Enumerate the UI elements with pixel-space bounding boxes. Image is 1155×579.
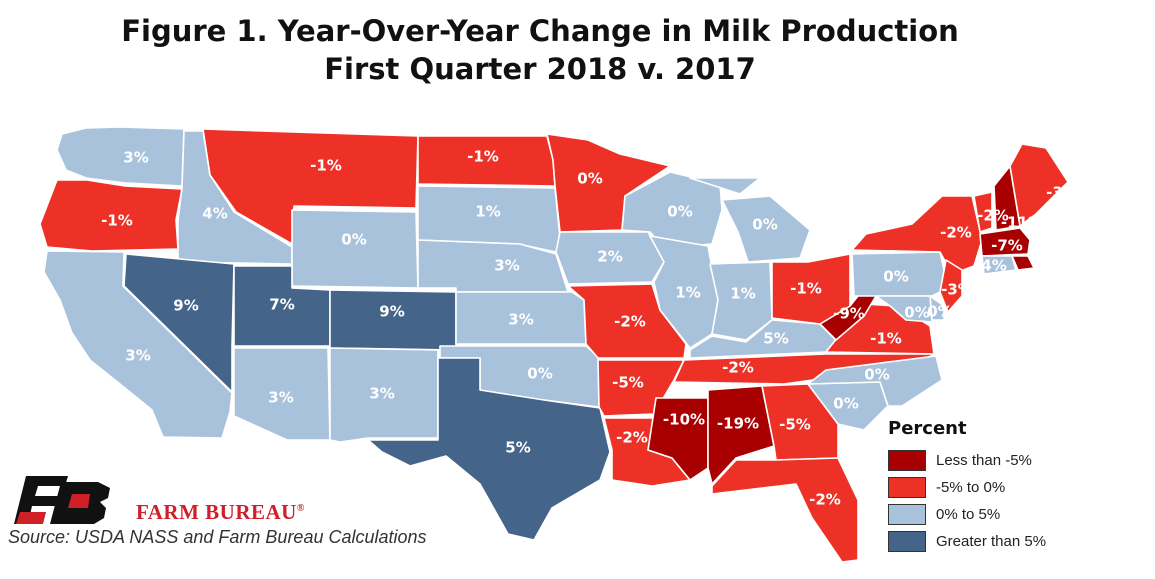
state-label-ar: -5% (612, 374, 644, 392)
state-oh (771, 253, 851, 325)
state-label-wy: 0% (341, 231, 366, 249)
state-wa (56, 126, 185, 187)
state-label-sc: 0% (833, 395, 858, 413)
state-label-nd: -1% (467, 148, 499, 166)
state-label-ga: -5% (779, 416, 811, 434)
state-label-mi: 0% (752, 216, 777, 234)
title-line-1: Figure 1. Year-Over-Year Change in Milk … (121, 14, 959, 48)
state-fl (711, 457, 859, 563)
legend-label: -5% to 0% (936, 479, 1006, 496)
state-label-va: -1% (870, 330, 902, 348)
state-label-pa: 0% (883, 268, 908, 286)
state-label-az: 3% (268, 389, 293, 407)
state-label-ma: -7% (991, 237, 1023, 255)
state-label-id: 4% (202, 205, 227, 223)
state-in (709, 261, 773, 341)
legend: Percent Less than -5% -5% to 0% 0% to 5%… (888, 418, 1128, 555)
state-label-ia: 2% (597, 248, 622, 266)
state-label-wa: 3% (123, 149, 148, 167)
state-label-wv: -9% (833, 305, 865, 323)
brand-text: FARM BUREAU (136, 500, 297, 524)
state-label-oh: -1% (790, 280, 822, 298)
state-label-ca: 3% (125, 347, 150, 365)
state-label-vt: -2% (977, 207, 1009, 225)
legend-label: Less than -5% (936, 452, 1032, 469)
state-label-ms: -10% (663, 411, 705, 429)
state-label-nh: -11% (1001, 214, 1043, 232)
state-ri (1011, 255, 1035, 271)
state-nj (939, 259, 963, 313)
state-label-ne: 3% (494, 257, 519, 275)
map-title: Figure 1. Year-Over-Year Change in Milk … (0, 12, 1080, 88)
legend-item-gt5: Greater than 5% (888, 528, 1128, 555)
state-label-in: 1% (730, 285, 755, 303)
state-label-nc: 0% (864, 366, 889, 384)
state-label-me: -3% (1046, 184, 1078, 202)
state-mi (689, 177, 811, 263)
state-wi (621, 171, 723, 249)
state-label-md: 0% (904, 304, 929, 322)
legend-swatch (888, 504, 926, 525)
state-label-wi: 0% (667, 203, 692, 221)
state-label-fl: -2% (809, 491, 841, 509)
state-label-la: -2% (616, 429, 648, 447)
legend-label: Greater than 5% (936, 533, 1047, 550)
state-label-nv: 9% (173, 297, 198, 315)
brand-name: FARM BUREAU® (136, 500, 305, 525)
title-line-2: First Quarter 2018 v. 2017 (324, 52, 756, 86)
state-ma (979, 227, 1031, 257)
legend-title: Percent (888, 418, 967, 439)
source-note: Source: USDA NASS and Farm Bureau Calcul… (8, 527, 427, 547)
state-az (233, 347, 331, 441)
state-me (1009, 143, 1069, 227)
state-vt (973, 191, 993, 233)
state-nm (329, 347, 439, 443)
state-label-il: 1% (675, 284, 700, 302)
state-or (39, 179, 183, 252)
state-label-ny: -2% (940, 224, 972, 242)
state-label-de: 0% (927, 303, 952, 321)
state-label-nm: 3% (369, 385, 394, 403)
state-label-al: -19% (717, 415, 759, 433)
legend-swatch (888, 477, 926, 498)
legend-swatch (888, 450, 926, 471)
state-mo (567, 283, 687, 359)
state-label-sd: 1% (475, 203, 500, 221)
state-nv (123, 253, 235, 393)
legend-swatch (888, 531, 926, 552)
state-label-or: -1% (101, 212, 133, 230)
state-md (875, 295, 933, 323)
legend-label: 0% to 5% (936, 506, 1001, 523)
registered-mark: ® (296, 503, 305, 514)
state-label-mn: 0% (577, 170, 602, 188)
state-tx (367, 357, 611, 541)
state-label-mo: -2% (614, 313, 646, 331)
state-label-ok: 0% (527, 365, 552, 383)
legend-item-lt-neg5: Less than -5% (888, 447, 1128, 474)
state-nc (807, 355, 943, 407)
state-ct (981, 255, 1017, 275)
state-wy (291, 209, 419, 289)
state-label-nj: -3% (941, 281, 973, 299)
state-label-ut: 7% (269, 296, 294, 314)
state-label-ct: 4% (981, 257, 1006, 275)
state-label-tn: -2% (722, 359, 754, 377)
state-label-mt: -1% (310, 157, 342, 175)
farm-bureau-logo (14, 476, 110, 524)
state-label-ky: 5% (763, 330, 788, 348)
legend-item-neg5-to-0: -5% to 0% (888, 474, 1128, 501)
state-label-ks: 3% (508, 311, 533, 329)
state-label-tx: 5% (505, 439, 530, 457)
state-label-co: 9% (379, 303, 404, 321)
legend-item-0-to-5: 0% to 5% (888, 501, 1128, 528)
